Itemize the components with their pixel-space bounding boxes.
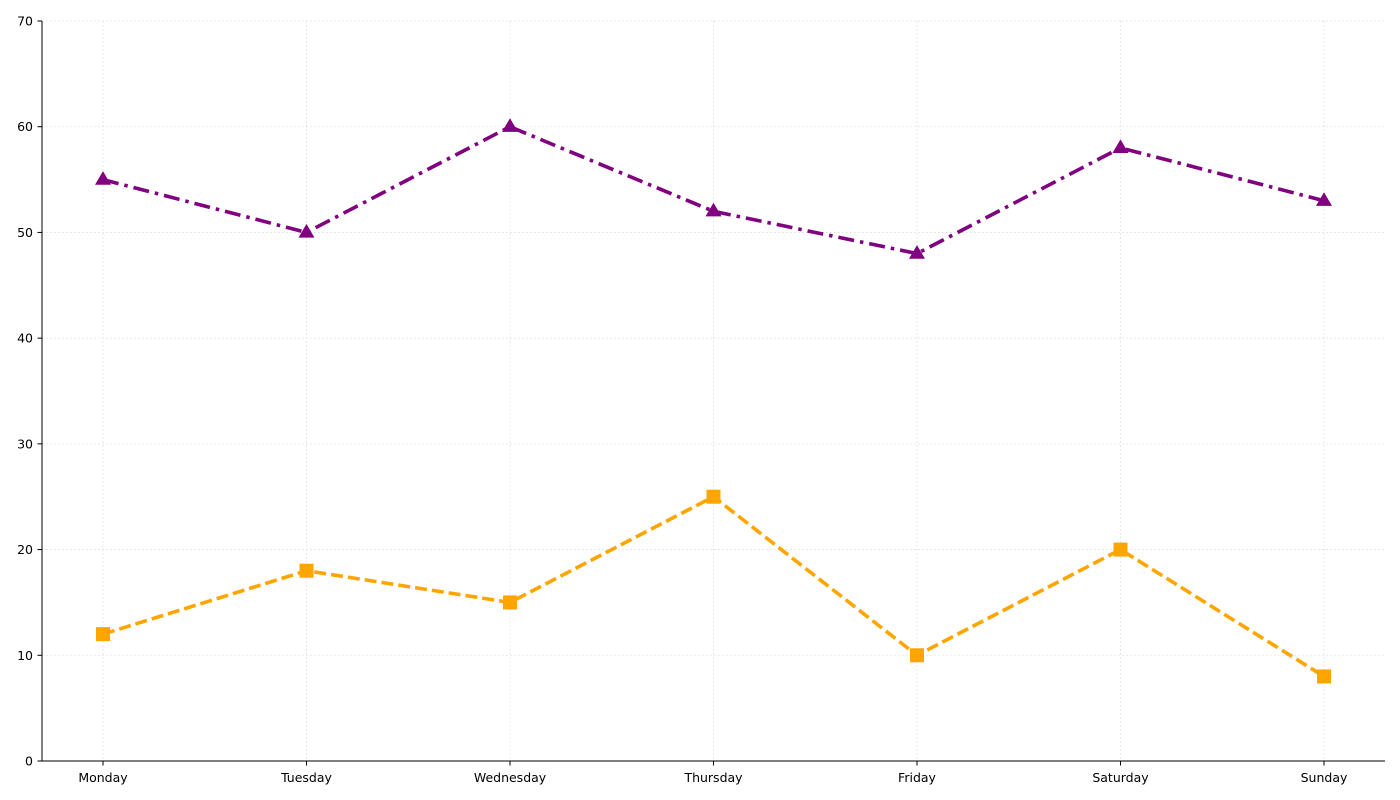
series-1: [95, 118, 1332, 259]
series-2: [96, 489, 1331, 684]
y-tick-label-1: 10: [17, 648, 33, 663]
y-tick-label-2: 20: [17, 542, 33, 557]
series-2-point-3: [706, 489, 721, 504]
y-tick-label-6: 60: [17, 119, 33, 134]
series-2-point-0: [96, 627, 110, 642]
series-1-point-1: [298, 223, 315, 238]
x-axis-ticks: Monday Tuesday Wednesday Thursday Friday Satu…: [78, 761, 1348, 785]
y-tick-label-4: 40: [17, 331, 33, 346]
x-tick-label-0: Monday: [78, 770, 128, 785]
series-2-point-1: [299, 563, 314, 578]
series-2-point-4: [910, 648, 924, 663]
y-tick-label-0: 0: [25, 754, 33, 769]
x-tick-label-6: Sunday: [1301, 770, 1348, 785]
x-tick-label-3: Thursday: [683, 770, 743, 785]
y-axis-ticks: 0 10 20 30 40 50 60 70: [17, 14, 42, 769]
x-tick-label-5: Saturday: [1092, 770, 1149, 785]
grid: [42, 20, 1385, 762]
series-1-point-4: [909, 245, 925, 259]
series-1-point-3: [705, 202, 722, 217]
y-tick-label-3: 30: [17, 436, 33, 451]
series-layer: [95, 118, 1332, 684]
series-2-point-2: [503, 595, 517, 610]
x-tick-label-1: Tuesday: [280, 770, 332, 785]
y-tick-label-7: 70: [17, 14, 33, 29]
series-1-point-5: [1112, 139, 1129, 154]
x-tick-label-2: Wednesday: [474, 770, 547, 785]
x-tick-label-4: Friday: [898, 770, 936, 785]
y-tick-label-5: 50: [17, 225, 33, 240]
series-1-point-0: [95, 171, 111, 185]
series-1-point-6: [1316, 192, 1332, 206]
series-1-point-2: [502, 118, 518, 132]
series-2-point-5: [1113, 542, 1128, 557]
series-2-point-6: [1317, 669, 1331, 684]
